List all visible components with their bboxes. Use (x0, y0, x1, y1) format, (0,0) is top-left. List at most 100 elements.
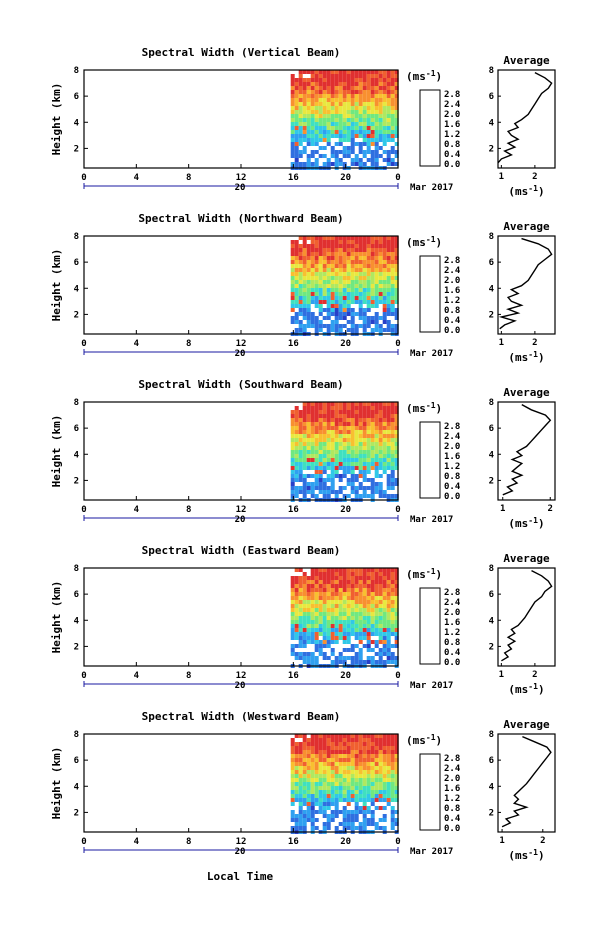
heatmap-cell (314, 248, 319, 252)
heatmap-cell (318, 146, 323, 150)
heatmap-cell (354, 426, 359, 430)
heatmap-cell (394, 118, 399, 122)
heatmap-cell (334, 102, 339, 106)
heatmap-cell (370, 746, 375, 750)
heatmap-cell (330, 640, 335, 644)
heatmap-cell (318, 292, 323, 296)
heatmap-cell (394, 612, 399, 616)
heatmap-cell (306, 114, 311, 118)
heatmap-cell (290, 414, 295, 418)
average-x-label-close: ) (538, 849, 545, 862)
average-x-label-exp: -1 (528, 682, 538, 691)
heatmap-cell (350, 580, 355, 584)
heatmap-cell (346, 300, 351, 304)
heatmap-cell (326, 236, 331, 240)
heatmap-cell (302, 240, 307, 244)
heatmap-cell (306, 414, 311, 418)
heatmap-cell (382, 762, 387, 766)
heatmap-cell (318, 458, 323, 462)
heatmap-cell (346, 616, 351, 620)
heatmap-cell (334, 462, 339, 466)
heatmap-cell (394, 272, 399, 276)
heatmap-cell (306, 308, 311, 312)
heatmap-cell (382, 592, 387, 596)
heatmap-cell (318, 86, 323, 90)
heatmap-cell (298, 134, 303, 138)
heatmap-cell (378, 806, 383, 810)
heatmap-cell (338, 628, 343, 632)
heatmap-cell (394, 256, 399, 260)
heatmap-cell (314, 786, 319, 790)
heatmap-cell (350, 252, 355, 256)
heatmap-cell (390, 632, 395, 636)
heatmap-cell (354, 438, 359, 442)
heatmap-cell (386, 474, 391, 478)
heatmap-cell (382, 628, 387, 632)
colorbar-frame (419, 89, 441, 167)
average-title: Average (503, 386, 550, 399)
heatmap-cell (294, 494, 299, 498)
heatmap-cell (362, 244, 367, 248)
heatmap-cell (390, 592, 395, 596)
heatmap-cell (330, 746, 335, 750)
heatmap-cell (322, 624, 327, 628)
heatmap-cell (366, 426, 371, 430)
heatmap-cell (394, 588, 399, 592)
heatmap-cell (362, 568, 367, 572)
heatmap-cell (318, 470, 323, 474)
heatmap-cell (342, 810, 347, 814)
heatmap-cell (330, 486, 335, 490)
heatmap-cell (338, 296, 343, 300)
heatmap-cell (306, 458, 311, 462)
heatmap-cell (366, 588, 371, 592)
heatmap-cell (294, 288, 299, 292)
heatmap-cell (366, 596, 371, 600)
heatmap-cell (350, 328, 355, 332)
average-x-label: (ms-1) (508, 848, 544, 862)
average-x-label-close: ) (538, 351, 545, 364)
heatmap-cell (334, 742, 339, 746)
heatmap-cell (370, 268, 375, 272)
heatmap-cell (310, 466, 315, 470)
heatmap-cell (374, 414, 379, 418)
day-label: 20 (235, 681, 246, 691)
heatmap-cell (354, 604, 359, 608)
heatmap-cell (382, 766, 387, 770)
heatmap-cell (350, 572, 355, 576)
heatmap-cell (366, 70, 371, 74)
heatmap-cell (318, 628, 323, 632)
average-profile-line (501, 569, 553, 662)
heatmap-cell (310, 766, 315, 770)
heatmap-cell (386, 628, 391, 632)
heatmap-cell (314, 482, 319, 486)
heatmap-cell (318, 742, 323, 746)
heatmap-cell (338, 268, 343, 272)
heatmap-cell (314, 402, 319, 406)
heatmap-cell (358, 410, 363, 414)
heatmap-cell (302, 588, 307, 592)
heatmap-cell (330, 106, 335, 110)
heatmap-cell (366, 272, 371, 276)
heatmap-cell (370, 158, 375, 162)
heatmap-cell (354, 446, 359, 450)
heatmap-cell (338, 620, 343, 624)
heatmap-cell (342, 592, 347, 596)
heatmap-cell (362, 106, 367, 110)
heatmap-cell (370, 786, 375, 790)
heatmap-cell (310, 794, 315, 798)
heatmap-cell (310, 640, 315, 644)
avg-y-tick-label: 8 (489, 730, 494, 740)
heatmap-cell (374, 770, 379, 774)
heatmap-cell (338, 580, 343, 584)
heatmap-cell (298, 328, 303, 332)
heatmap-cell (382, 466, 387, 470)
heatmap-cell (358, 750, 363, 754)
heatmap-cell (294, 656, 299, 660)
heatmap-cell (370, 272, 375, 276)
heatmap-cell (318, 588, 323, 592)
heatmap-cell (342, 316, 347, 320)
heatmap-cell (386, 738, 391, 742)
heatmap-cell (338, 588, 343, 592)
heatmap-cell (354, 122, 359, 126)
heatmap-cell (314, 70, 319, 74)
